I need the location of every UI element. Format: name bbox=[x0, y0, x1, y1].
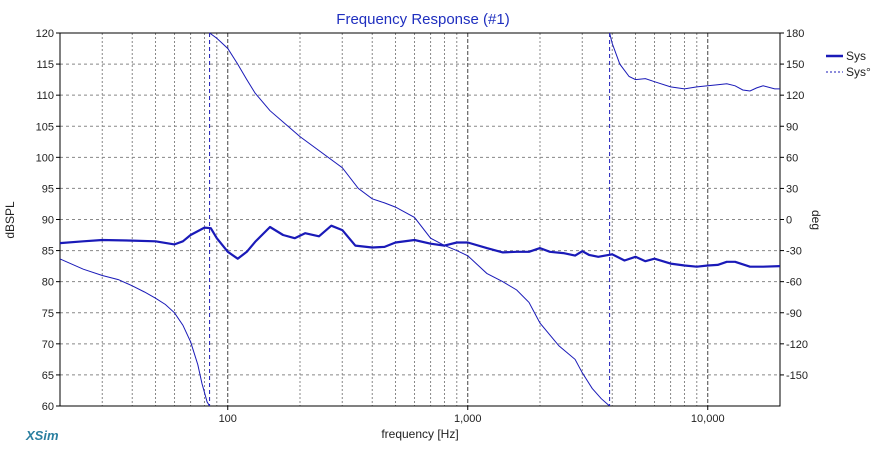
left-axis-tick-label: 110 bbox=[36, 90, 54, 102]
grid-lines bbox=[59, 33, 781, 406]
left-axis-tick-label: 100 bbox=[36, 152, 54, 164]
left-axis-tick-label: 60 bbox=[42, 401, 54, 413]
series-line-sys-phase bbox=[209, 32, 610, 407]
right-axis-tick-label: 30 bbox=[786, 183, 798, 195]
right-axis-tick-label: 120 bbox=[786, 90, 804, 102]
left-axis-tick-label: 70 bbox=[42, 339, 54, 351]
right-y-axis-ticks: -150 -120 -90 -60 -30 0 30 60 90 120 150 180 bbox=[780, 28, 808, 382]
right-axis-tick-label: 150 bbox=[786, 59, 804, 71]
plot-frame bbox=[59, 32, 781, 407]
right-axis-tick-label: -60 bbox=[786, 277, 802, 289]
right-axis-tick-label: -30 bbox=[786, 246, 802, 258]
series-line-sys-phase bbox=[609, 32, 780, 92]
left-axis-tick-label: 95 bbox=[42, 183, 54, 195]
series-layer bbox=[59, 32, 781, 407]
legend: Sys Sys° bbox=[826, 49, 871, 79]
right-axis-tick-label: -150 bbox=[786, 370, 808, 382]
chart-title: Frequency Response (#1) bbox=[336, 11, 509, 28]
left-axis-tick-label: 90 bbox=[42, 215, 54, 227]
right-axis-tick-label: 60 bbox=[786, 152, 798, 164]
right-axis-tick-label: 180 bbox=[786, 28, 804, 40]
series-line-sys bbox=[59, 224, 781, 268]
x-axis-ticks: 100 1,000 10,000 bbox=[219, 406, 725, 425]
left-axis-tick-label: 105 bbox=[36, 121, 54, 133]
left-axis-tick-label: 65 bbox=[42, 370, 54, 382]
x-axis-tick-label: 1,000 bbox=[454, 413, 482, 425]
left-y-axis-label: dBSPL bbox=[3, 201, 17, 239]
x-axis-tick-label: 100 bbox=[219, 413, 237, 425]
right-axis-tick-label: 90 bbox=[786, 121, 798, 133]
left-axis-tick-label: 85 bbox=[42, 246, 54, 258]
app-brand-label: XSim bbox=[25, 428, 59, 443]
right-axis-tick-label: 0 bbox=[786, 215, 792, 227]
x-axis-tick-label: 10,000 bbox=[691, 413, 725, 425]
left-axis-tick-label: 80 bbox=[42, 277, 54, 289]
legend-label-sys-phase: Sys° bbox=[846, 65, 871, 79]
right-axis-tick-label: -120 bbox=[786, 339, 808, 351]
left-axis-tick-label: 115 bbox=[36, 59, 54, 71]
right-axis-tick-label: -90 bbox=[786, 308, 802, 320]
left-y-axis-ticks: 60 65 70 75 80 85 90 95 100 105 110 115 120 bbox=[36, 28, 60, 413]
left-axis-tick-label: 120 bbox=[36, 28, 54, 40]
right-y-axis-label: deg bbox=[809, 210, 823, 230]
left-axis-tick-label: 75 bbox=[42, 308, 54, 320]
legend-label-sys: Sys bbox=[846, 49, 866, 63]
series-line-sys-phase bbox=[59, 258, 211, 407]
x-axis-label: frequency [Hz] bbox=[381, 427, 458, 441]
